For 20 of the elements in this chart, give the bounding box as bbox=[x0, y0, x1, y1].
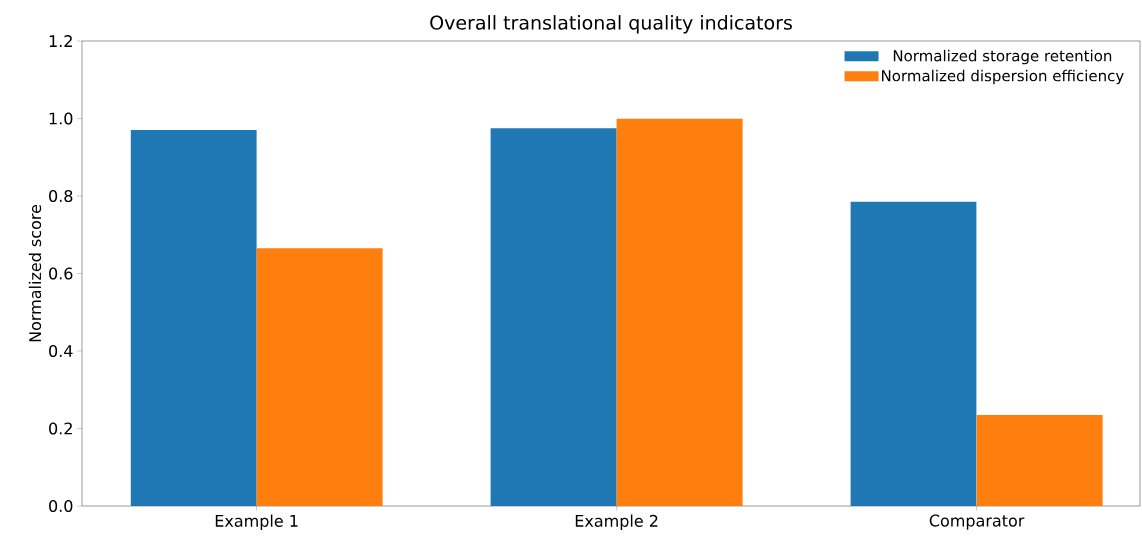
x-tick-label: Example 1 bbox=[215, 514, 298, 531]
bar bbox=[976, 414, 1103, 506]
bar bbox=[850, 201, 977, 506]
bar bbox=[490, 128, 617, 506]
y-tick-label: 0.2 bbox=[49, 422, 72, 435]
y-tick-label: 0.4 bbox=[49, 344, 73, 358]
y-tick-label: 0.8 bbox=[49, 189, 73, 203]
bar bbox=[616, 118, 743, 506]
legend-label: Normalized storage retention bbox=[893, 49, 1112, 65]
legend-label: Normalized dispersion efficiency bbox=[882, 69, 1124, 85]
x-tick-label: Example 2 bbox=[575, 514, 658, 531]
y-axis-title: Normalized score bbox=[28, 204, 42, 342]
y-tick-label: 1.0 bbox=[49, 112, 73, 125]
chart-title: Overall translational quality indicators bbox=[430, 15, 792, 34]
y-tick-label: 1.2 bbox=[49, 35, 72, 47]
bar bbox=[256, 248, 383, 506]
bar bbox=[130, 130, 257, 506]
y-tick-label: 0.0 bbox=[49, 499, 73, 513]
y-tick-label: 0.6 bbox=[49, 267, 73, 280]
x-tick-label: Comparator bbox=[929, 514, 1025, 530]
